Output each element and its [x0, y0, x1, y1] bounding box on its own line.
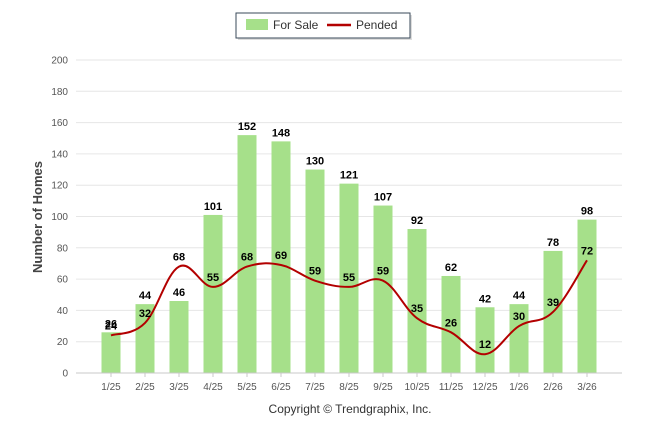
x-tick-label: 1/26 [509, 382, 529, 393]
y-tick-label: 140 [51, 149, 68, 160]
data-label-for-sale: 46 [173, 287, 185, 299]
bar-series [101, 135, 597, 373]
data-label-for-sale: 62 [445, 262, 457, 274]
legend-label-for-sale: For Sale [273, 18, 319, 32]
data-label-pended: 35 [411, 303, 423, 315]
x-tick-label: 12/25 [472, 382, 497, 393]
data-label-pended: 55 [207, 272, 219, 284]
x-tick-label: 11/25 [439, 382, 464, 393]
bar-for-sale-7-25 [305, 169, 325, 373]
bar-for-sale-1-25 [101, 332, 121, 373]
y-tick-label: 200 [51, 56, 68, 67]
y-tick-label: 0 [62, 369, 68, 380]
y-axis-title: Number of Homes [30, 161, 45, 273]
y-tick-label: 120 [51, 181, 68, 192]
data-label-pended: 59 [309, 266, 321, 278]
data-label-for-sale: 107 [374, 192, 392, 204]
x-tick-label: 9/25 [373, 382, 393, 393]
x-tick-label: 2/25 [135, 382, 155, 393]
x-tick-label: 5/25 [237, 382, 257, 393]
data-label-for-sale: 78 [547, 237, 559, 249]
data-label-pended: 12 [479, 339, 491, 351]
bar-for-sale-2-25 [135, 304, 155, 373]
x-tick-label: 8/25 [339, 382, 359, 393]
data-label-pended: 24 [105, 320, 118, 332]
data-label-for-sale: 130 [306, 156, 324, 168]
data-label-pended: 72 [581, 245, 593, 257]
data-label-pended: 68 [241, 252, 253, 264]
bar-for-sale-8-25 [339, 183, 359, 373]
data-label-for-sale: 101 [204, 201, 222, 213]
x-tick-label: 1/25 [101, 382, 121, 393]
x-tick-label: 2/26 [543, 382, 563, 393]
data-label-for-sale: 44 [139, 290, 152, 302]
y-tick-label: 20 [57, 337, 69, 348]
line-series [110, 259, 588, 356]
data-label-pended: 26 [445, 317, 457, 329]
data-label-pended: 30 [513, 311, 525, 323]
bar-for-sale-1-26 [509, 304, 529, 373]
legend: For Sale Pended [235, 12, 412, 40]
data-label-for-sale: 26 [105, 318, 117, 330]
bar-for-sale-11-25 [441, 275, 461, 373]
data-label-pended: 39 [547, 297, 559, 309]
data-label-pended: 55 [343, 272, 355, 284]
y-tick-label: 180 [51, 87, 68, 98]
data-label-for-sale: 152 [238, 121, 256, 133]
copyright-text: Copyright © Trendgraphix, Inc. [269, 402, 432, 416]
x-tick-label: 7/25 [305, 382, 325, 393]
y-tick-label: 80 [57, 243, 69, 254]
x-tick-label: 6/25 [271, 382, 291, 393]
data-label-for-sale: 44 [513, 290, 526, 302]
bar-for-sale-6-25 [271, 141, 291, 373]
data-label-for-sale: 98 [581, 206, 593, 218]
bar-for-sale-12-25 [475, 307, 495, 373]
data-label-pended: 59 [377, 266, 389, 278]
bar-for-sale-3-26 [577, 219, 597, 373]
data-label-pended: 32 [139, 308, 151, 320]
data-label-for-sale: 148 [272, 127, 290, 139]
bar-for-sale-4-25 [203, 214, 223, 373]
x-tick-label: 3/26 [577, 382, 597, 393]
data-label-for-sale: 92 [411, 215, 423, 227]
bar-for-sale-5-25 [237, 135, 257, 373]
bar-for-sale-10-25 [407, 229, 427, 373]
legend-label-pended: Pended [356, 18, 397, 32]
data-label-for-sale: 121 [340, 170, 358, 182]
y-tick-label: 40 [57, 306, 69, 317]
x-tick-label: 4/25 [203, 382, 223, 393]
data-label-pended: 68 [173, 252, 185, 264]
bar-for-sale-3-25 [169, 301, 189, 373]
bar-for-sale-9-25 [373, 205, 393, 373]
x-tick-label: 3/25 [169, 382, 189, 393]
x-tick-label: 10/25 [404, 382, 429, 393]
y-tick-label: 160 [51, 118, 68, 129]
data-labels: 26 44 46 101 152 148 130 121 107 92 62 42 44 78 98 24 32… [105, 121, 593, 351]
legend-swatch-for-sale [246, 19, 268, 30]
line-pended [110, 259, 588, 356]
data-label-pended: 69 [275, 250, 287, 262]
axes: 0 20 40 60 80 100 120 140 160 180 200 1/25 2/25 3/25 4… [51, 56, 622, 393]
y-tick-label: 100 [51, 212, 68, 223]
y-tick-label: 60 [57, 275, 69, 286]
data-label-for-sale: 42 [479, 293, 491, 305]
